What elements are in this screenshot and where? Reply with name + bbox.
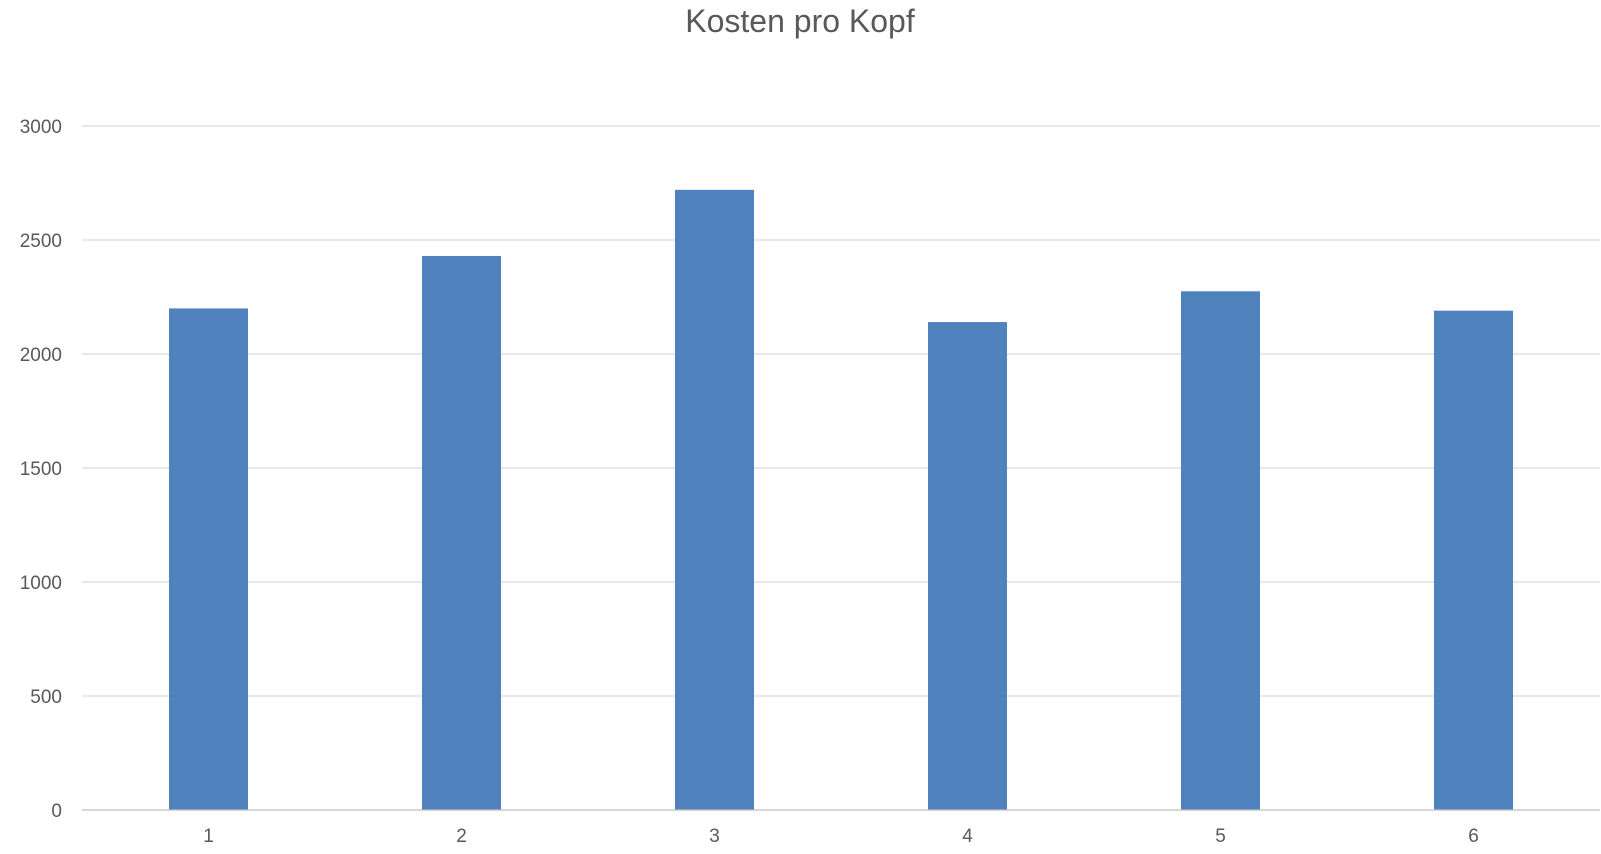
y-tick-label: 1000 <box>20 573 62 594</box>
x-tick-label: 6 <box>1468 826 1479 847</box>
bar-2 <box>422 255 501 810</box>
y-tick-label: 500 <box>30 687 62 708</box>
y-axis-tick-labels: 0 500 1000 1500 2000 2500 3000 <box>20 117 62 822</box>
bar-1 <box>169 308 248 810</box>
x-tick-label: 2 <box>456 826 467 847</box>
y-tick-label: 2500 <box>20 231 62 252</box>
x-tick-label: 1 <box>203 826 214 847</box>
bar-4 <box>928 322 1007 810</box>
bar-5 <box>1181 291 1260 810</box>
bar-6 <box>1434 310 1513 810</box>
y-tick-label: 3000 <box>20 117 62 138</box>
bars <box>169 189 1513 811</box>
y-tick-label: 1500 <box>20 459 62 480</box>
x-tick-label: 4 <box>962 826 973 847</box>
x-axis-tick-labels: 1 2 3 4 5 6 <box>203 826 1479 847</box>
y-tick-label: 2000 <box>20 345 62 366</box>
gridlines <box>82 125 1600 697</box>
x-tick-label: 3 <box>709 826 720 847</box>
chart-title: Kosten pro Kopf <box>685 3 915 39</box>
y-tick-label: 0 <box>51 801 62 822</box>
bar-3 <box>675 189 754 811</box>
x-tick-label: 5 <box>1215 826 1226 847</box>
